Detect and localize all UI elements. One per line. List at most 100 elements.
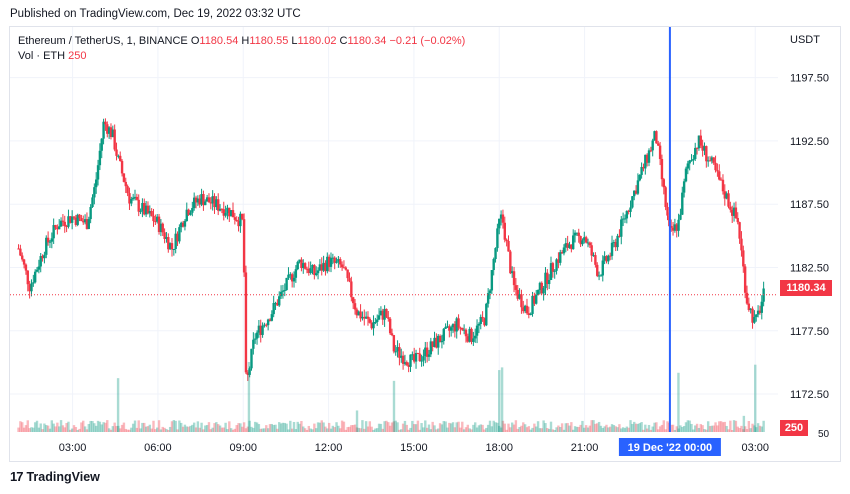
- candle-body: [43, 254, 46, 259]
- candle-body: [133, 196, 137, 198]
- volume-bar: [390, 422, 394, 432]
- tradingview-brand[interactable]: 17 TradingView: [10, 469, 100, 484]
- candle-body: [721, 179, 725, 192]
- chart-frame[interactable]: [9, 26, 841, 462]
- candle-body: [414, 353, 418, 362]
- volume-bar: [437, 428, 440, 432]
- candle-body: [326, 256, 329, 272]
- volume-bar: [237, 423, 240, 432]
- candle-body: [457, 318, 460, 328]
- volume-bar: [340, 420, 344, 432]
- candle-body: [694, 147, 697, 160]
- candle-body: [664, 187, 667, 208]
- volume-bar: [353, 424, 357, 432]
- candle-body: [363, 316, 366, 319]
- candle-body: [644, 154, 647, 169]
- volume-bar: [740, 425, 743, 432]
- close-label: C: [339, 35, 348, 47]
- volume-bar: [115, 426, 118, 432]
- volume-bar: [747, 421, 751, 432]
- volume-bar: [54, 426, 57, 432]
- volume-bar: [573, 426, 577, 432]
- volume-bar: [248, 420, 251, 432]
- volume-bar: [394, 420, 397, 432]
- candle-body: [122, 173, 126, 182]
- symbol-label[interactable]: Ethereum / TetherUS, 1, BINANCE: [18, 35, 188, 47]
- candle-body: [507, 240, 510, 252]
- volume-bar: [644, 424, 647, 432]
- candle-body: [207, 197, 211, 203]
- volume-bar: [488, 420, 492, 432]
- candle-body: [431, 341, 434, 347]
- volume-bar: [183, 424, 187, 432]
- candle-body: [756, 310, 760, 315]
- volume-bar: [706, 421, 710, 432]
- candle-body: [657, 143, 660, 146]
- x-tick-label: 09:00: [229, 442, 257, 454]
- candle-body: [633, 190, 636, 197]
- volume-bar: [107, 428, 111, 432]
- candle-body: [35, 269, 39, 272]
- candle-body: [266, 319, 270, 326]
- volume-bar: [315, 428, 318, 432]
- volume-bar: [313, 423, 316, 432]
- candle-body: [131, 197, 135, 199]
- candle-body: [379, 310, 383, 316]
- volume-bar: [610, 424, 614, 432]
- candle-body: [738, 222, 741, 239]
- candle-body: [89, 207, 92, 220]
- candle-body: [699, 135, 702, 146]
- candle-body: [512, 271, 516, 286]
- volume-bar: [59, 420, 63, 432]
- x-tick-label: 03:00: [741, 442, 769, 454]
- volume-bar: [316, 422, 320, 432]
- candle-body: [607, 255, 610, 262]
- candle-body: [387, 317, 390, 319]
- candle-body: [499, 214, 503, 219]
- candle-body: [553, 270, 556, 272]
- chart-legend: Ethereum / TetherUS, 1, BINANCE O1180.54…: [18, 34, 465, 64]
- candle-body: [364, 316, 368, 319]
- volume-bar: [701, 425, 704, 432]
- volume-bar: [686, 420, 690, 432]
- candle-body: [435, 337, 438, 348]
- volume-bar: [607, 427, 610, 432]
- volume-bar: [435, 429, 438, 432]
- volume-bar: [89, 420, 92, 432]
- volume-bar: [710, 425, 714, 432]
- candle-body: [233, 217, 237, 220]
- volume-bar: [126, 429, 129, 432]
- volume-bar: [631, 423, 634, 432]
- candle-body: [559, 252, 562, 263]
- volume-bar: [363, 428, 366, 432]
- candle-body: [72, 216, 76, 218]
- volume-bar: [350, 425, 353, 432]
- volume-bar: [601, 427, 604, 432]
- volume-bar: [278, 422, 281, 432]
- candle-body: [76, 214, 79, 225]
- candle-body: [340, 264, 344, 268]
- candle-body: [94, 179, 98, 188]
- candle-body: [261, 325, 264, 335]
- volume-bar: [599, 425, 603, 432]
- candle-body: [546, 272, 549, 285]
- candle-body: [257, 325, 261, 333]
- candle-body: [736, 217, 739, 223]
- volume-tag: 250: [780, 420, 808, 436]
- candle-body: [205, 197, 209, 202]
- candle-body: [70, 216, 74, 223]
- candle-body: [566, 243, 569, 248]
- candle-body: [316, 270, 320, 274]
- volume-bar: [540, 428, 543, 432]
- candle-body: [411, 354, 414, 356]
- candle-body: [573, 232, 577, 236]
- volume-bar: [196, 421, 200, 432]
- candle-body: [65, 226, 68, 228]
- volume-bar: [692, 429, 695, 432]
- candle-body: [58, 226, 61, 230]
- volume-bar: [266, 428, 270, 432]
- volume-bar: [612, 425, 616, 432]
- volume-bar: [560, 423, 564, 432]
- candle-body: [78, 214, 81, 219]
